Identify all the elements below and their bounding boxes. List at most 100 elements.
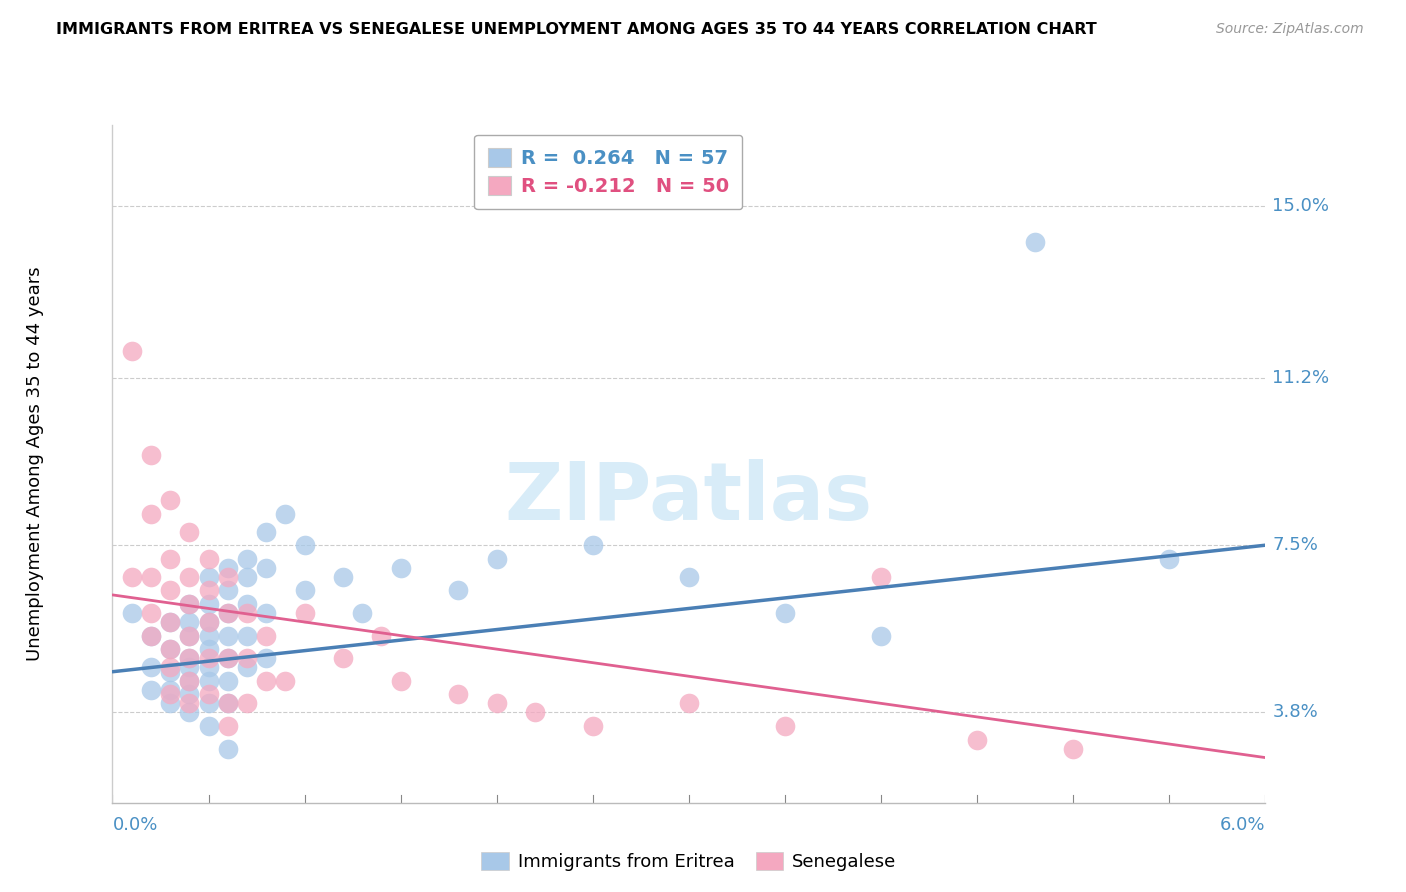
Point xyxy=(179,706,201,720)
Point xyxy=(773,606,796,620)
Point xyxy=(332,570,354,584)
Point xyxy=(294,583,316,598)
Point xyxy=(159,682,181,697)
Point xyxy=(197,597,219,611)
Point xyxy=(1062,741,1084,756)
Point xyxy=(1159,551,1181,566)
Point xyxy=(485,551,508,566)
Point xyxy=(179,597,201,611)
Point xyxy=(179,673,201,688)
Point xyxy=(197,719,219,733)
Point xyxy=(254,524,277,539)
Point xyxy=(139,682,162,697)
Legend: Immigrants from Eritrea, Senegalese: Immigrants from Eritrea, Senegalese xyxy=(474,846,904,879)
Point xyxy=(179,687,201,701)
Point xyxy=(294,538,316,552)
Point xyxy=(139,629,162,643)
Point xyxy=(236,606,259,620)
Point xyxy=(236,651,259,665)
Point xyxy=(966,732,988,747)
Point xyxy=(121,570,143,584)
Point xyxy=(179,697,201,711)
Point xyxy=(179,651,201,665)
Point xyxy=(217,606,239,620)
Point xyxy=(139,507,162,521)
Text: 0.0%: 0.0% xyxy=(112,816,157,834)
Point xyxy=(294,606,316,620)
Point xyxy=(159,493,181,508)
Point xyxy=(254,561,277,575)
Point xyxy=(582,719,605,733)
Point xyxy=(179,597,201,611)
Point xyxy=(197,660,219,674)
Point xyxy=(159,642,181,657)
Point xyxy=(217,673,239,688)
Point xyxy=(236,629,259,643)
Point xyxy=(254,629,277,643)
Point xyxy=(236,597,259,611)
Point xyxy=(179,570,201,584)
Point xyxy=(197,687,219,701)
Point xyxy=(485,697,508,711)
Point xyxy=(179,673,201,688)
Point xyxy=(197,673,219,688)
Point xyxy=(197,583,219,598)
Text: Unemployment Among Ages 35 to 44 years: Unemployment Among Ages 35 to 44 years xyxy=(27,267,44,661)
Point xyxy=(332,651,354,665)
Point xyxy=(179,629,201,643)
Point xyxy=(678,570,700,584)
Point xyxy=(159,660,181,674)
Point xyxy=(159,642,181,657)
Point xyxy=(236,551,259,566)
Point xyxy=(139,448,162,462)
Point xyxy=(217,583,239,598)
Point xyxy=(197,615,219,629)
Point xyxy=(139,660,162,674)
Point xyxy=(197,651,219,665)
Point xyxy=(179,615,201,629)
Point xyxy=(217,741,239,756)
Point xyxy=(159,615,181,629)
Point xyxy=(236,570,259,584)
Point xyxy=(1024,235,1046,250)
Point xyxy=(197,570,219,584)
Point xyxy=(870,629,893,643)
Legend: R =  0.264   N = 57, R = -0.212   N = 50: R = 0.264 N = 57, R = -0.212 N = 50 xyxy=(474,135,742,210)
Point xyxy=(217,697,239,711)
Point xyxy=(217,651,239,665)
Point xyxy=(159,687,181,701)
Point xyxy=(870,570,893,584)
Point xyxy=(447,583,470,598)
Text: 11.2%: 11.2% xyxy=(1272,369,1330,387)
Point xyxy=(217,697,239,711)
Point xyxy=(179,524,201,539)
Point xyxy=(197,629,219,643)
Point xyxy=(274,673,297,688)
Point xyxy=(121,606,143,620)
Text: IMMIGRANTS FROM ERITREA VS SENEGALESE UNEMPLOYMENT AMONG AGES 35 TO 44 YEARS COR: IMMIGRANTS FROM ERITREA VS SENEGALESE UN… xyxy=(56,22,1097,37)
Point xyxy=(159,665,181,679)
Text: ZIPatlas: ZIPatlas xyxy=(505,458,873,537)
Point xyxy=(389,673,412,688)
Point xyxy=(254,606,277,620)
Point xyxy=(159,697,181,711)
Point xyxy=(217,719,239,733)
Point xyxy=(217,651,239,665)
Point xyxy=(159,583,181,598)
Point xyxy=(236,697,259,711)
Point xyxy=(274,507,297,521)
Point xyxy=(678,697,700,711)
Point xyxy=(524,706,547,720)
Point xyxy=(179,629,201,643)
Point xyxy=(179,660,201,674)
Point xyxy=(197,551,219,566)
Point xyxy=(217,606,239,620)
Point xyxy=(217,561,239,575)
Point xyxy=(447,687,470,701)
Point xyxy=(236,660,259,674)
Point xyxy=(197,642,219,657)
Point xyxy=(254,651,277,665)
Point xyxy=(139,629,162,643)
Point xyxy=(389,561,412,575)
Text: 7.5%: 7.5% xyxy=(1272,536,1319,554)
